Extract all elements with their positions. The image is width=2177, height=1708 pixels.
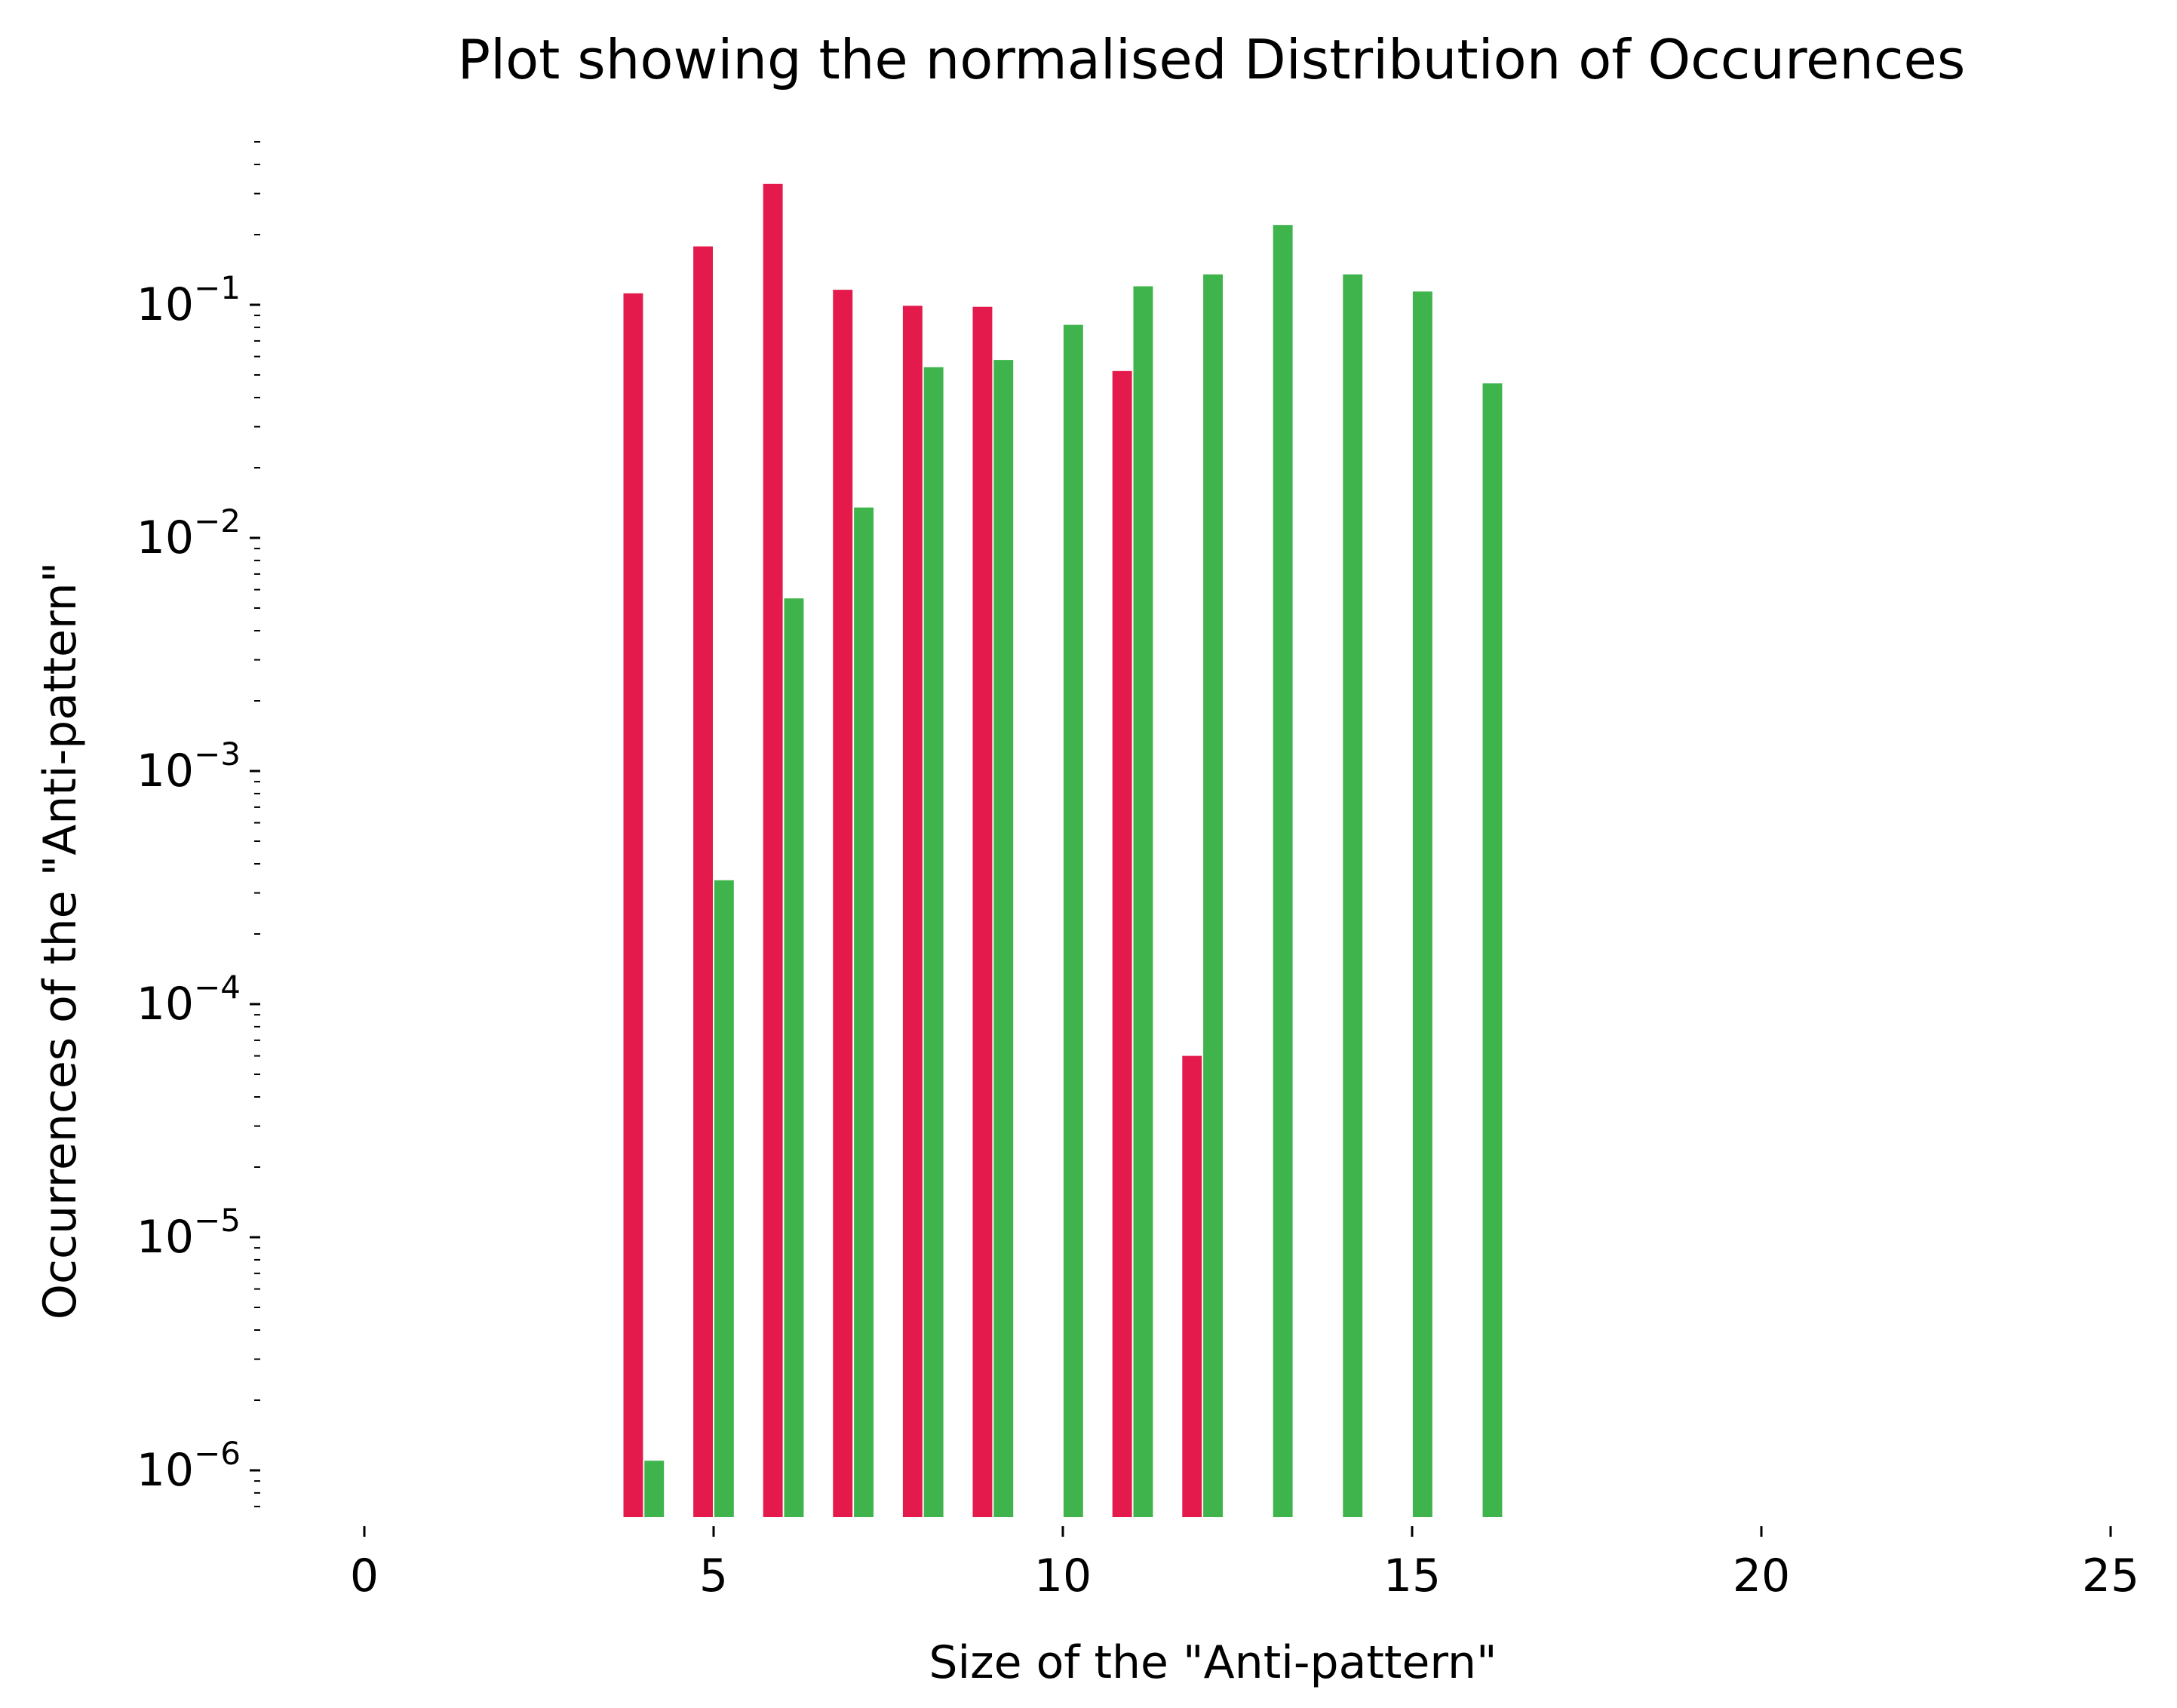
bar-series-2-x-10 <box>1063 324 1083 1518</box>
x-tick-label-20: 20 <box>1733 1550 1790 1602</box>
bar-series-1-x-6 <box>763 183 783 1517</box>
bar-series-2-x-15 <box>1412 291 1432 1517</box>
bars <box>623 183 1503 1518</box>
x-tick-label-15: 15 <box>1383 1550 1441 1602</box>
x-axis: 0 5 10 15 20 25 <box>350 1526 2139 1602</box>
bar-series-2-x-14 <box>1343 274 1363 1518</box>
y-tick-label-1e−4: 10−4 <box>137 969 241 1031</box>
x-tick-label-10: 10 <box>1034 1550 1092 1602</box>
bar-series-2-x-12 <box>1203 274 1223 1518</box>
x-tick-label-25: 25 <box>2082 1550 2139 1602</box>
bar-series-1-x-11 <box>1112 370 1132 1517</box>
bar-series-2-x-6 <box>784 598 804 1518</box>
bar-series-2-x-5 <box>714 880 734 1517</box>
bar-series-2-x-4 <box>644 1461 665 1517</box>
y-axis-label: Occurrences of the "Anti-pattern" <box>34 562 87 1319</box>
y-tick-label-1e−1: 10−1 <box>137 269 241 331</box>
x-axis-label: Size of the "Anti-pattern" <box>929 1636 1497 1689</box>
bar-series-1-x-8 <box>902 306 923 1517</box>
bar-series-2-x-13 <box>1273 225 1293 1518</box>
chart-title: Plot showing the normalised Distribution… <box>458 28 1966 91</box>
bar-series-1-x-5 <box>693 246 713 1518</box>
bar-series-2-x-11 <box>1133 286 1153 1517</box>
y-tick-label-1e−2: 10−2 <box>137 502 241 564</box>
bar-series-2-x-9 <box>993 360 1014 1518</box>
y-axis: 10−6 10−5 10−4 10−3 10−2 10−1 <box>137 269 260 1497</box>
x-tick-label-5: 5 <box>699 1550 728 1602</box>
x-tick-label-0: 0 <box>350 1550 379 1602</box>
y-tick-label-1e−5: 10−5 <box>137 1202 241 1264</box>
y-minor-ticks <box>254 141 260 1507</box>
bar-series-1-x-7 <box>833 290 853 1518</box>
bar-series-1-x-9 <box>972 306 993 1518</box>
bar-series-2-x-7 <box>854 507 874 1518</box>
y-tick-label-1e−6: 10−6 <box>137 1435 241 1497</box>
bar-series-1-x-4 <box>623 293 643 1517</box>
bar-series-2-x-16 <box>1482 383 1503 1518</box>
bar-series-1-x-12 <box>1182 1055 1202 1517</box>
y-tick-label-1e−3: 10−3 <box>137 736 241 797</box>
bar-series-2-x-8 <box>923 367 944 1518</box>
